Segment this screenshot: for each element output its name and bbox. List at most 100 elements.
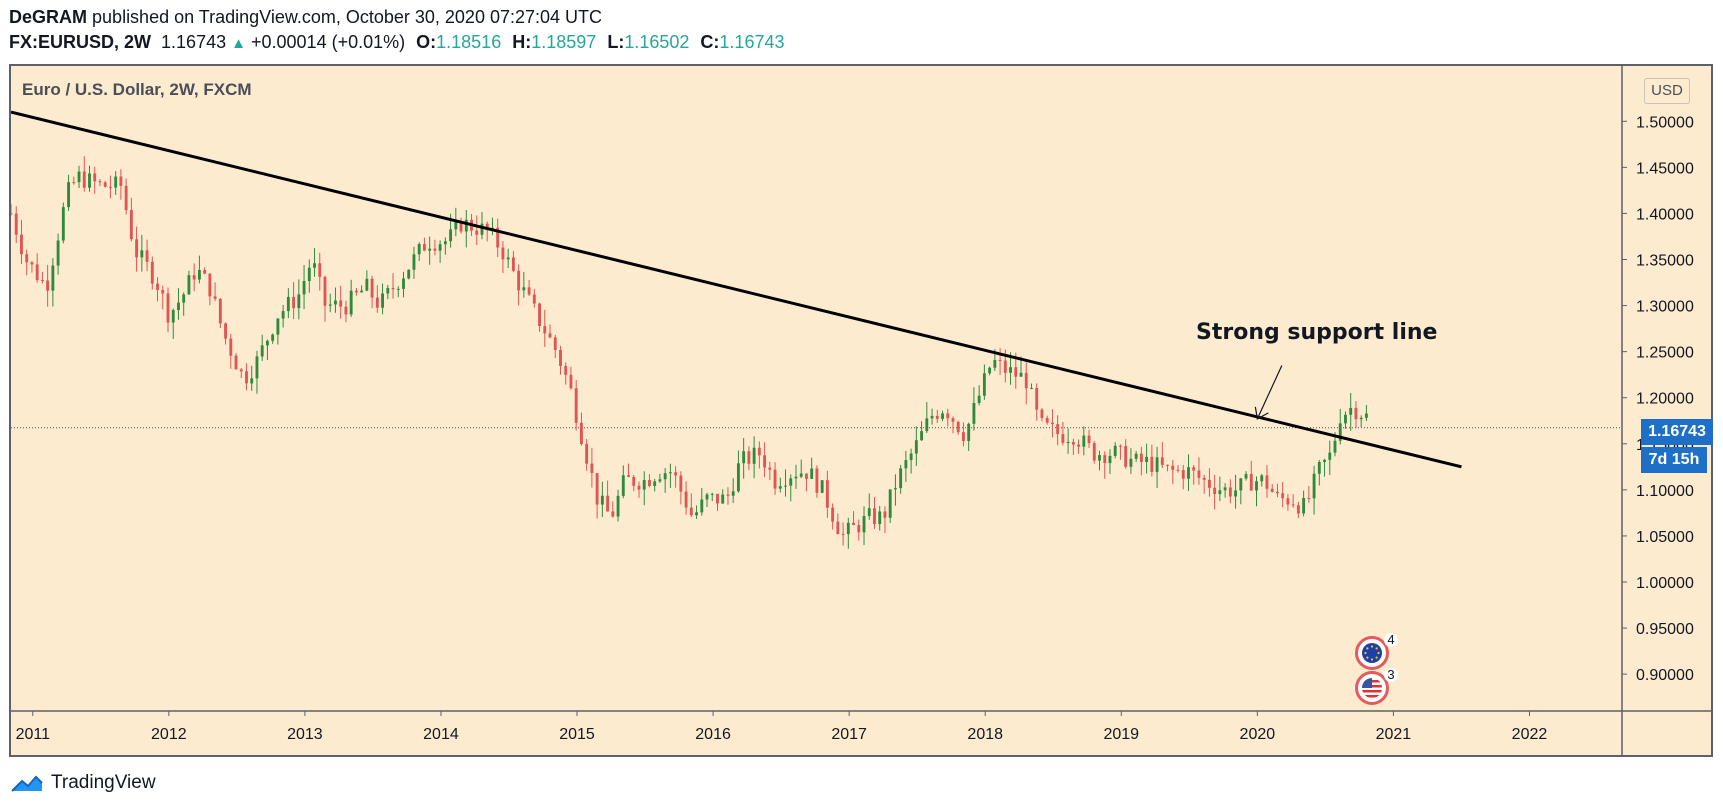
candle-down (1024, 372, 1028, 389)
candle-up (810, 468, 814, 479)
candle-up (1364, 413, 1368, 418)
candle-up (1129, 458, 1133, 467)
candle-up (600, 495, 604, 505)
candle-down (224, 323, 228, 339)
candle-down (1270, 488, 1274, 492)
candle-down (1103, 455, 1107, 464)
candle-down (485, 223, 489, 230)
candle-up (302, 281, 306, 295)
candle-down (763, 455, 767, 468)
candle-up (522, 287, 526, 291)
candle-down (1176, 469, 1180, 471)
candle-down (1050, 422, 1054, 425)
candle-up (1030, 387, 1033, 389)
candle-down (825, 480, 829, 508)
support-line-annotation[interactable]: Strong support line (1196, 320, 1438, 345)
y-tick-label: 0.90000 (1636, 667, 1694, 684)
published-text: published on TradingView.com, October 30… (92, 7, 603, 27)
candle-down (1354, 407, 1358, 420)
candle-up (88, 173, 91, 188)
author-name[interactable]: DeGRAM (9, 7, 88, 27)
candle-up (1234, 490, 1238, 497)
candle-up (197, 270, 201, 280)
candle-up (67, 182, 71, 208)
candle-up (710, 493, 714, 495)
candle-up (276, 318, 280, 335)
candle-down (716, 493, 719, 504)
candle-up (412, 254, 416, 270)
y-tick-label: 0.95000 (1636, 621, 1694, 638)
candle-up (454, 221, 458, 230)
currency-button[interactable]: USD (1644, 78, 1690, 104)
candle-up (255, 356, 259, 379)
close-value: 1.16743 (719, 32, 785, 52)
candle-up (972, 403, 976, 424)
candle-down (1291, 504, 1295, 506)
candle-up (334, 300, 337, 305)
candle-down (569, 374, 573, 389)
candle-down (956, 421, 960, 433)
candle-down (511, 257, 515, 271)
y-tick-label: 1.05000 (1636, 529, 1694, 546)
candle-up (443, 241, 447, 245)
high-label: H: (512, 32, 532, 52)
candle-down (229, 338, 233, 356)
candle-up (1317, 462, 1321, 474)
candle-down (585, 444, 589, 464)
price-chart[interactable]: 0.900000.950001.000001.050001.100001.150… (11, 66, 1711, 755)
candle-down (46, 280, 50, 291)
last-price: 1.16743 (161, 32, 227, 52)
candle-down (1213, 487, 1217, 495)
candle-up (977, 395, 981, 404)
candle-up (396, 288, 400, 290)
candle-down (574, 388, 578, 423)
candle-up (721, 494, 725, 504)
candle-up (909, 453, 913, 461)
candle-up (1333, 440, 1337, 453)
candle-down (203, 270, 207, 274)
candle-down (161, 289, 165, 294)
candle-down (538, 303, 541, 327)
y-tick-label: 1.30000 (1636, 299, 1694, 316)
candle-up (177, 302, 180, 311)
candle-up (988, 367, 992, 374)
x-tick-label: 2016 (695, 726, 731, 743)
candle-up (695, 512, 698, 516)
symbol-name: FX:EURUSD, 2W (9, 32, 152, 52)
candle-down (124, 185, 128, 211)
candle-down (1035, 387, 1039, 410)
candle-up (61, 207, 65, 241)
candle-down (559, 349, 562, 367)
candle-down (951, 418, 955, 422)
candle-down (852, 522, 855, 525)
low-label: L: (607, 32, 625, 52)
economic-event-eu[interactable]: 4 (1355, 633, 1398, 670)
candle-up (438, 244, 442, 251)
candle-up (653, 481, 657, 486)
candle-down (1139, 453, 1143, 463)
candle-up (313, 263, 316, 268)
candle-down (501, 247, 505, 260)
candle-down (684, 491, 688, 508)
candle-down (11, 213, 13, 215)
candle-down (747, 451, 751, 464)
candle-up (862, 516, 866, 533)
candle-down (98, 181, 102, 183)
tradingview-brand: TradingView (51, 772, 156, 793)
candle-down (150, 261, 154, 284)
candle-down (1119, 445, 1122, 447)
tradingview-cloud-icon (11, 775, 43, 792)
tradingview-logo[interactable]: TradingView (9, 771, 156, 795)
economic-event-us[interactable]: 3 (1355, 668, 1398, 705)
candle-down (1286, 498, 1290, 505)
candle-up (904, 460, 908, 469)
price-change: +0.00014 (+0.01%) (251, 32, 406, 52)
candle-down (1150, 456, 1154, 472)
candle-up (736, 463, 740, 492)
eu-event-count: 4 (1384, 633, 1398, 647)
candle-down (35, 264, 39, 281)
candle-down (815, 468, 819, 493)
x-tick-label: 2021 (1376, 726, 1412, 743)
candle-down (239, 369, 243, 372)
candle-up (360, 290, 364, 293)
